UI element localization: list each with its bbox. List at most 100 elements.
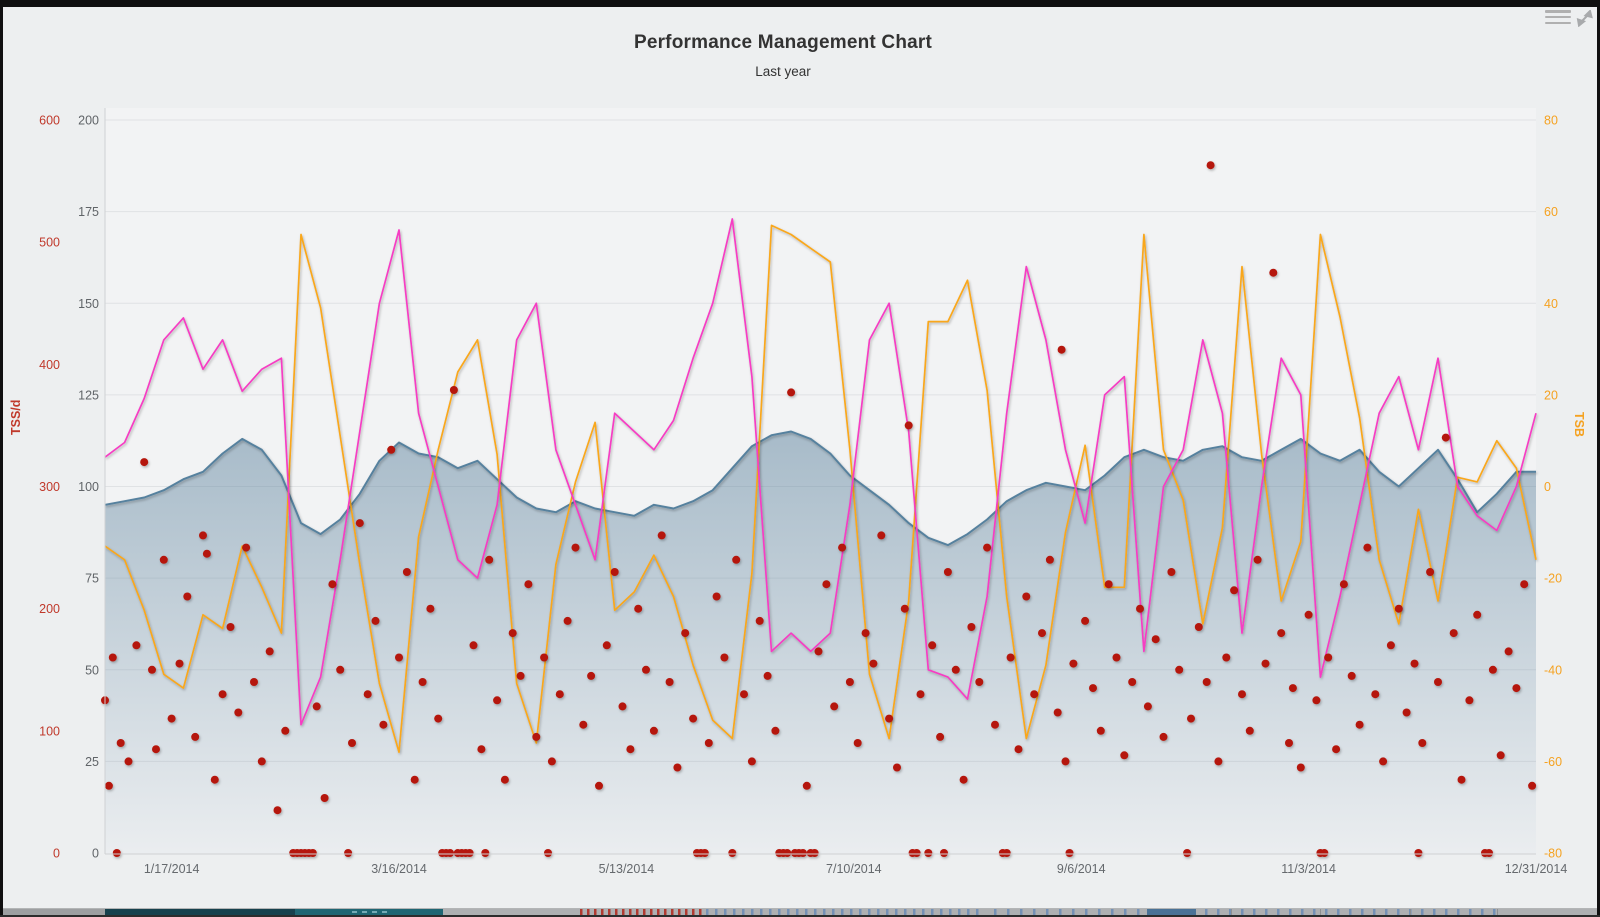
tss-scatter-point[interactable] bbox=[1120, 751, 1129, 760]
tss-scatter-point[interactable] bbox=[1324, 653, 1333, 662]
tss-scatter-point[interactable] bbox=[943, 568, 952, 576]
tss-scatter-point[interactable] bbox=[1089, 684, 1097, 693]
tss-scatter-point[interactable] bbox=[1371, 690, 1380, 699]
tss-scatter-point[interactable] bbox=[991, 720, 999, 729]
tss-scatter-point[interactable] bbox=[202, 549, 211, 558]
tss-scatter-point[interactable] bbox=[1253, 555, 1262, 564]
tss-scatter-point[interactable] bbox=[469, 641, 478, 650]
tss-scatter-point[interactable] bbox=[524, 580, 533, 589]
tss-scatter-point[interactable] bbox=[242, 543, 251, 552]
tss-scatter-point[interactable] bbox=[250, 678, 258, 686]
tss-scatter-point[interactable] bbox=[579, 720, 588, 729]
tss-scatter-point[interactable] bbox=[1167, 568, 1176, 576]
tss-scatter-point[interactable] bbox=[1339, 580, 1348, 589]
tss-scatter-point[interactable] bbox=[555, 690, 564, 699]
tss-scatter-point[interactable] bbox=[1312, 696, 1321, 705]
tss-scatter-point[interactable] bbox=[355, 519, 364, 528]
tss-scatter-point[interactable] bbox=[465, 849, 474, 857]
tss-scatter-point[interactable] bbox=[1520, 580, 1529, 589]
tss-scatter-point[interactable] bbox=[1288, 684, 1297, 693]
tss-scatter-point[interactable] bbox=[312, 702, 321, 711]
tss-scatter-point[interactable] bbox=[1214, 757, 1223, 766]
tss-scatter-point[interactable] bbox=[108, 653, 117, 662]
tss-scatter-point[interactable] bbox=[1038, 629, 1046, 638]
tss-scatter-point[interactable] bbox=[1414, 849, 1423, 857]
tss-scatter-point[interactable] bbox=[626, 745, 635, 754]
tss-scatter-point[interactable] bbox=[273, 806, 282, 815]
tss-scatter-point[interactable] bbox=[500, 775, 509, 784]
tss-scatter-point[interactable] bbox=[449, 386, 458, 394]
tss-scatter-point[interactable] bbox=[140, 458, 149, 467]
tss-scatter-point[interactable] bbox=[1230, 586, 1239, 595]
tss-scatter-point[interactable] bbox=[418, 678, 427, 686]
tss-scatter-point[interactable] bbox=[547, 757, 556, 766]
tss-scatter-point[interactable] bbox=[379, 720, 388, 729]
tss-scatter-point[interactable] bbox=[595, 781, 603, 790]
tss-scatter-point[interactable] bbox=[363, 690, 372, 699]
tss-scatter-point[interactable] bbox=[689, 714, 698, 723]
tss-scatter-point[interactable] bbox=[1379, 757, 1388, 766]
ctl-area-series[interactable] bbox=[104, 430, 1536, 547]
tss-scatter-point[interactable] bbox=[1512, 684, 1521, 693]
tss-scatter-point[interactable] bbox=[1187, 714, 1195, 723]
tss-scatter-point[interactable] bbox=[116, 739, 125, 747]
tss-scatter-point[interactable] bbox=[783, 849, 792, 857]
diagonal-resize-arrows-icon[interactable] bbox=[1576, 10, 1594, 27]
tss-scatter-point[interactable] bbox=[763, 671, 772, 680]
tss-scatter-point[interactable] bbox=[426, 604, 435, 613]
tss-scatter-point[interactable] bbox=[853, 739, 862, 747]
tss-scatter-point[interactable] bbox=[1014, 745, 1023, 754]
tss-scatter-point[interactable] bbox=[446, 849, 454, 857]
tss-scatter-point[interactable] bbox=[802, 781, 811, 790]
tss-scatter-point[interactable] bbox=[912, 849, 921, 857]
tss-scatter-point[interactable] bbox=[587, 671, 596, 680]
tss-scatter-point[interactable] bbox=[975, 678, 984, 686]
tss-scatter-point[interactable] bbox=[485, 555, 494, 564]
tss-scatter-point[interactable] bbox=[936, 732, 945, 741]
tss-scatter-point[interactable] bbox=[1128, 678, 1137, 686]
tss-scatter-point[interactable] bbox=[104, 781, 113, 790]
tss-scatter-point[interactable] bbox=[395, 653, 403, 662]
tss-scatter-point[interactable] bbox=[516, 671, 525, 680]
tss-scatter-point[interactable] bbox=[810, 849, 819, 857]
tss-scatter-point[interactable] bbox=[755, 616, 764, 625]
chart-menu-icon[interactable] bbox=[1545, 10, 1571, 27]
tss-scatter-point[interactable] bbox=[336, 665, 345, 674]
tss-scatter-point[interactable] bbox=[1136, 604, 1144, 613]
tss-scatter-point[interactable] bbox=[1355, 720, 1364, 729]
tss-scatter-point[interactable] bbox=[928, 641, 937, 650]
tss-scatter-point[interactable] bbox=[618, 702, 627, 711]
tss-scatter-point[interactable] bbox=[1002, 849, 1011, 857]
tss-scatter-point[interactable] bbox=[434, 714, 443, 723]
tss-scatter-point[interactable] bbox=[1006, 653, 1015, 662]
tss-scatter-point[interactable] bbox=[649, 726, 658, 735]
tss-scatter-point[interactable] bbox=[1457, 775, 1466, 784]
tss-scatter-point[interactable] bbox=[869, 659, 878, 668]
tss-scatter-point[interactable] bbox=[387, 445, 396, 454]
tss-scatter-point[interactable] bbox=[1528, 781, 1537, 790]
tss-scatter-point[interactable] bbox=[1473, 610, 1482, 619]
tss-scatter-point[interactable] bbox=[712, 592, 721, 601]
tss-scatter-point[interactable] bbox=[281, 726, 290, 735]
tss-scatter-point[interactable] bbox=[1183, 849, 1192, 857]
tss-scatter-point[interactable] bbox=[877, 531, 886, 540]
tss-scatter-point[interactable] bbox=[191, 732, 200, 741]
tss-scatter-point[interactable] bbox=[822, 580, 831, 589]
atl-line-series[interactable] bbox=[104, 218, 1537, 726]
tss-scatter-point[interactable] bbox=[1238, 690, 1246, 699]
tss-scatter-point[interactable] bbox=[1402, 708, 1411, 717]
tss-scatter-point[interactable] bbox=[657, 531, 666, 540]
tss-scatter-point[interactable] bbox=[747, 757, 756, 766]
tss-scatter-point[interactable] bbox=[665, 678, 674, 686]
tss-scatter-point[interactable] bbox=[1363, 543, 1372, 552]
tss-scatter-point[interactable] bbox=[740, 690, 748, 699]
tss-scatter-point[interactable] bbox=[124, 757, 133, 766]
tss-scatter-point[interactable] bbox=[1449, 629, 1458, 638]
tss-scatter-point[interactable] bbox=[838, 543, 847, 552]
tss-scatter-point[interactable] bbox=[481, 849, 490, 857]
tsb-line-series[interactable] bbox=[104, 224, 1537, 754]
tss-scatter-point[interactable] bbox=[226, 623, 235, 631]
tss-scatter-point[interactable] bbox=[940, 849, 948, 857]
tss-scatter-point[interactable] bbox=[1504, 647, 1513, 656]
tss-scatter-point[interactable] bbox=[1206, 161, 1215, 170]
